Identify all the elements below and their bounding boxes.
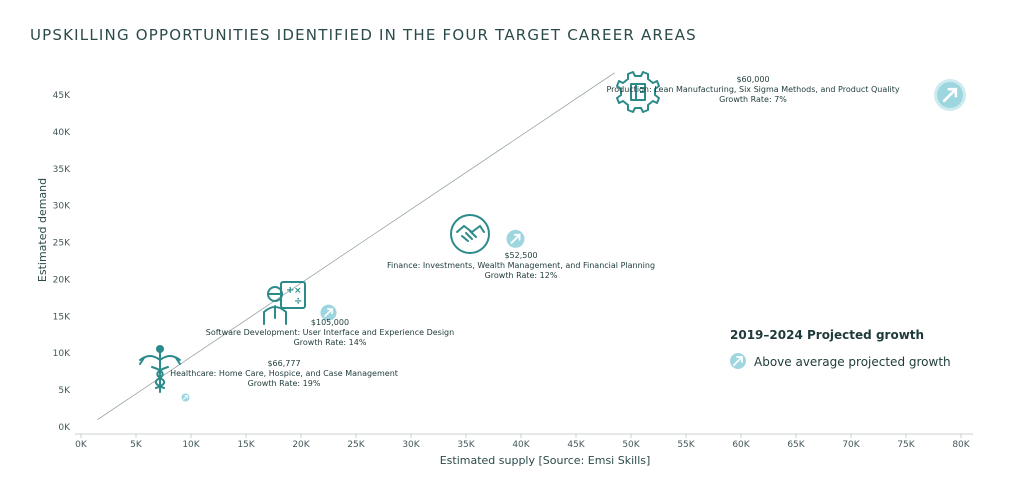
data-point (181, 393, 190, 402)
chart-title: UPSKILLING OPPORTUNITIES IDENTIFIED IN T… (30, 26, 697, 44)
caduceus-icon (139, 345, 181, 393)
x-tick-label: 65K (787, 440, 805, 450)
legend-title: 2019–2024 Projected growth (730, 328, 924, 342)
legend-entry: Above average projected growth (754, 355, 951, 369)
x-tick-label: 70K (842, 440, 860, 450)
x-tick-label: 75K (897, 440, 915, 450)
legend-marker-icon (730, 353, 746, 369)
annotation-line: Production: Lean Manufacturing, Six Sigm… (606, 85, 899, 94)
x-tick-label: 50K (622, 440, 640, 450)
point-annotation: $66,777 Healthcare: Home Care, Hospice, a… (170, 359, 398, 388)
data-point (320, 304, 337, 321)
legend: 2019–2024 Projected growth Above average… (730, 328, 951, 369)
developer-icon: + × ÷ (263, 281, 306, 325)
y-axis-label: Estimated demand (36, 178, 49, 282)
x-tick-label: 35K (457, 440, 475, 450)
x-tick-label: 15K (237, 440, 255, 450)
annotation-line: $60,000 (736, 75, 769, 84)
point-annotation: $105,000 Software Development: User Inter… (206, 318, 454, 347)
x-axis-ticks: 0K 5K 10K 15K 20K 25K 30K 35K 40K 45K 50K 55K 60K 65K… (75, 434, 971, 450)
y-tick-label: 25K (53, 239, 71, 249)
data-markers (181, 79, 966, 402)
annotation-line: $66,777 (267, 359, 300, 368)
data-point (506, 229, 525, 248)
annotation-line: $105,000 (311, 318, 349, 327)
y-tick-label: 45K (53, 91, 71, 101)
y-tick-label: 40K (53, 128, 71, 138)
annotation-line: Growth Rate: 14% (294, 338, 367, 347)
annotation-line: Growth Rate: 19% (248, 379, 321, 388)
x-tick-label: 45K (567, 440, 585, 450)
annotation-line: Software Development: User Interface and… (206, 328, 454, 337)
annotation-line: Growth Rate: 12% (485, 271, 558, 280)
point-annotation: $60,000 Production: Lean Manufacturing, S… (606, 75, 899, 104)
svg-text:×: × (294, 286, 302, 296)
point-annotation: $52,500 Finance: Investments, Wealth Mana… (387, 251, 655, 280)
handshake-icon (450, 214, 490, 254)
data-annotations: $66,777 Healthcare: Home Care, Hospice, a… (170, 75, 900, 388)
x-tick-label: 55K (677, 440, 695, 450)
x-tick-label: 30K (402, 440, 420, 450)
x-tick-label: 25K (347, 440, 365, 450)
x-tick-label: 20K (292, 440, 310, 450)
y-tick-label: 10K (53, 349, 71, 359)
x-tick-label: 60K (732, 440, 750, 450)
data-point (934, 79, 966, 111)
annotation-line: $52,500 (504, 251, 537, 260)
x-axis-label: Estimated supply [Source: Emsi Skills] (440, 454, 651, 467)
svg-text:÷: ÷ (294, 296, 302, 307)
y-tick-label: 15K (53, 312, 71, 322)
gear-icon (616, 71, 660, 113)
x-tick-label: 80K (952, 440, 970, 450)
x-tick-label: 5K (130, 440, 143, 450)
annotation-line: Healthcare: Home Care, Hospice, and Case… (170, 369, 398, 378)
annotation-line: Finance: Investments, Wealth Management,… (387, 261, 655, 270)
y-tick-label: 35K (53, 165, 71, 175)
y-tick-label: 0K (58, 423, 71, 433)
y-axis-ticks: 0K 5K 10K 15K 20K 25K 30K 35K 40K 45K (53, 91, 71, 433)
y-tick-label: 5K (58, 386, 71, 396)
svg-text:+: + (286, 285, 294, 296)
reference-line (97, 72, 615, 420)
x-tick-label: 0K (75, 440, 88, 450)
y-tick-label: 30K (53, 202, 71, 212)
y-tick-label: 20K (53, 275, 71, 285)
x-tick-label: 40K (512, 440, 530, 450)
x-tick-label: 10K (182, 440, 200, 450)
annotation-line: Growth Rate: 7% (719, 95, 787, 104)
